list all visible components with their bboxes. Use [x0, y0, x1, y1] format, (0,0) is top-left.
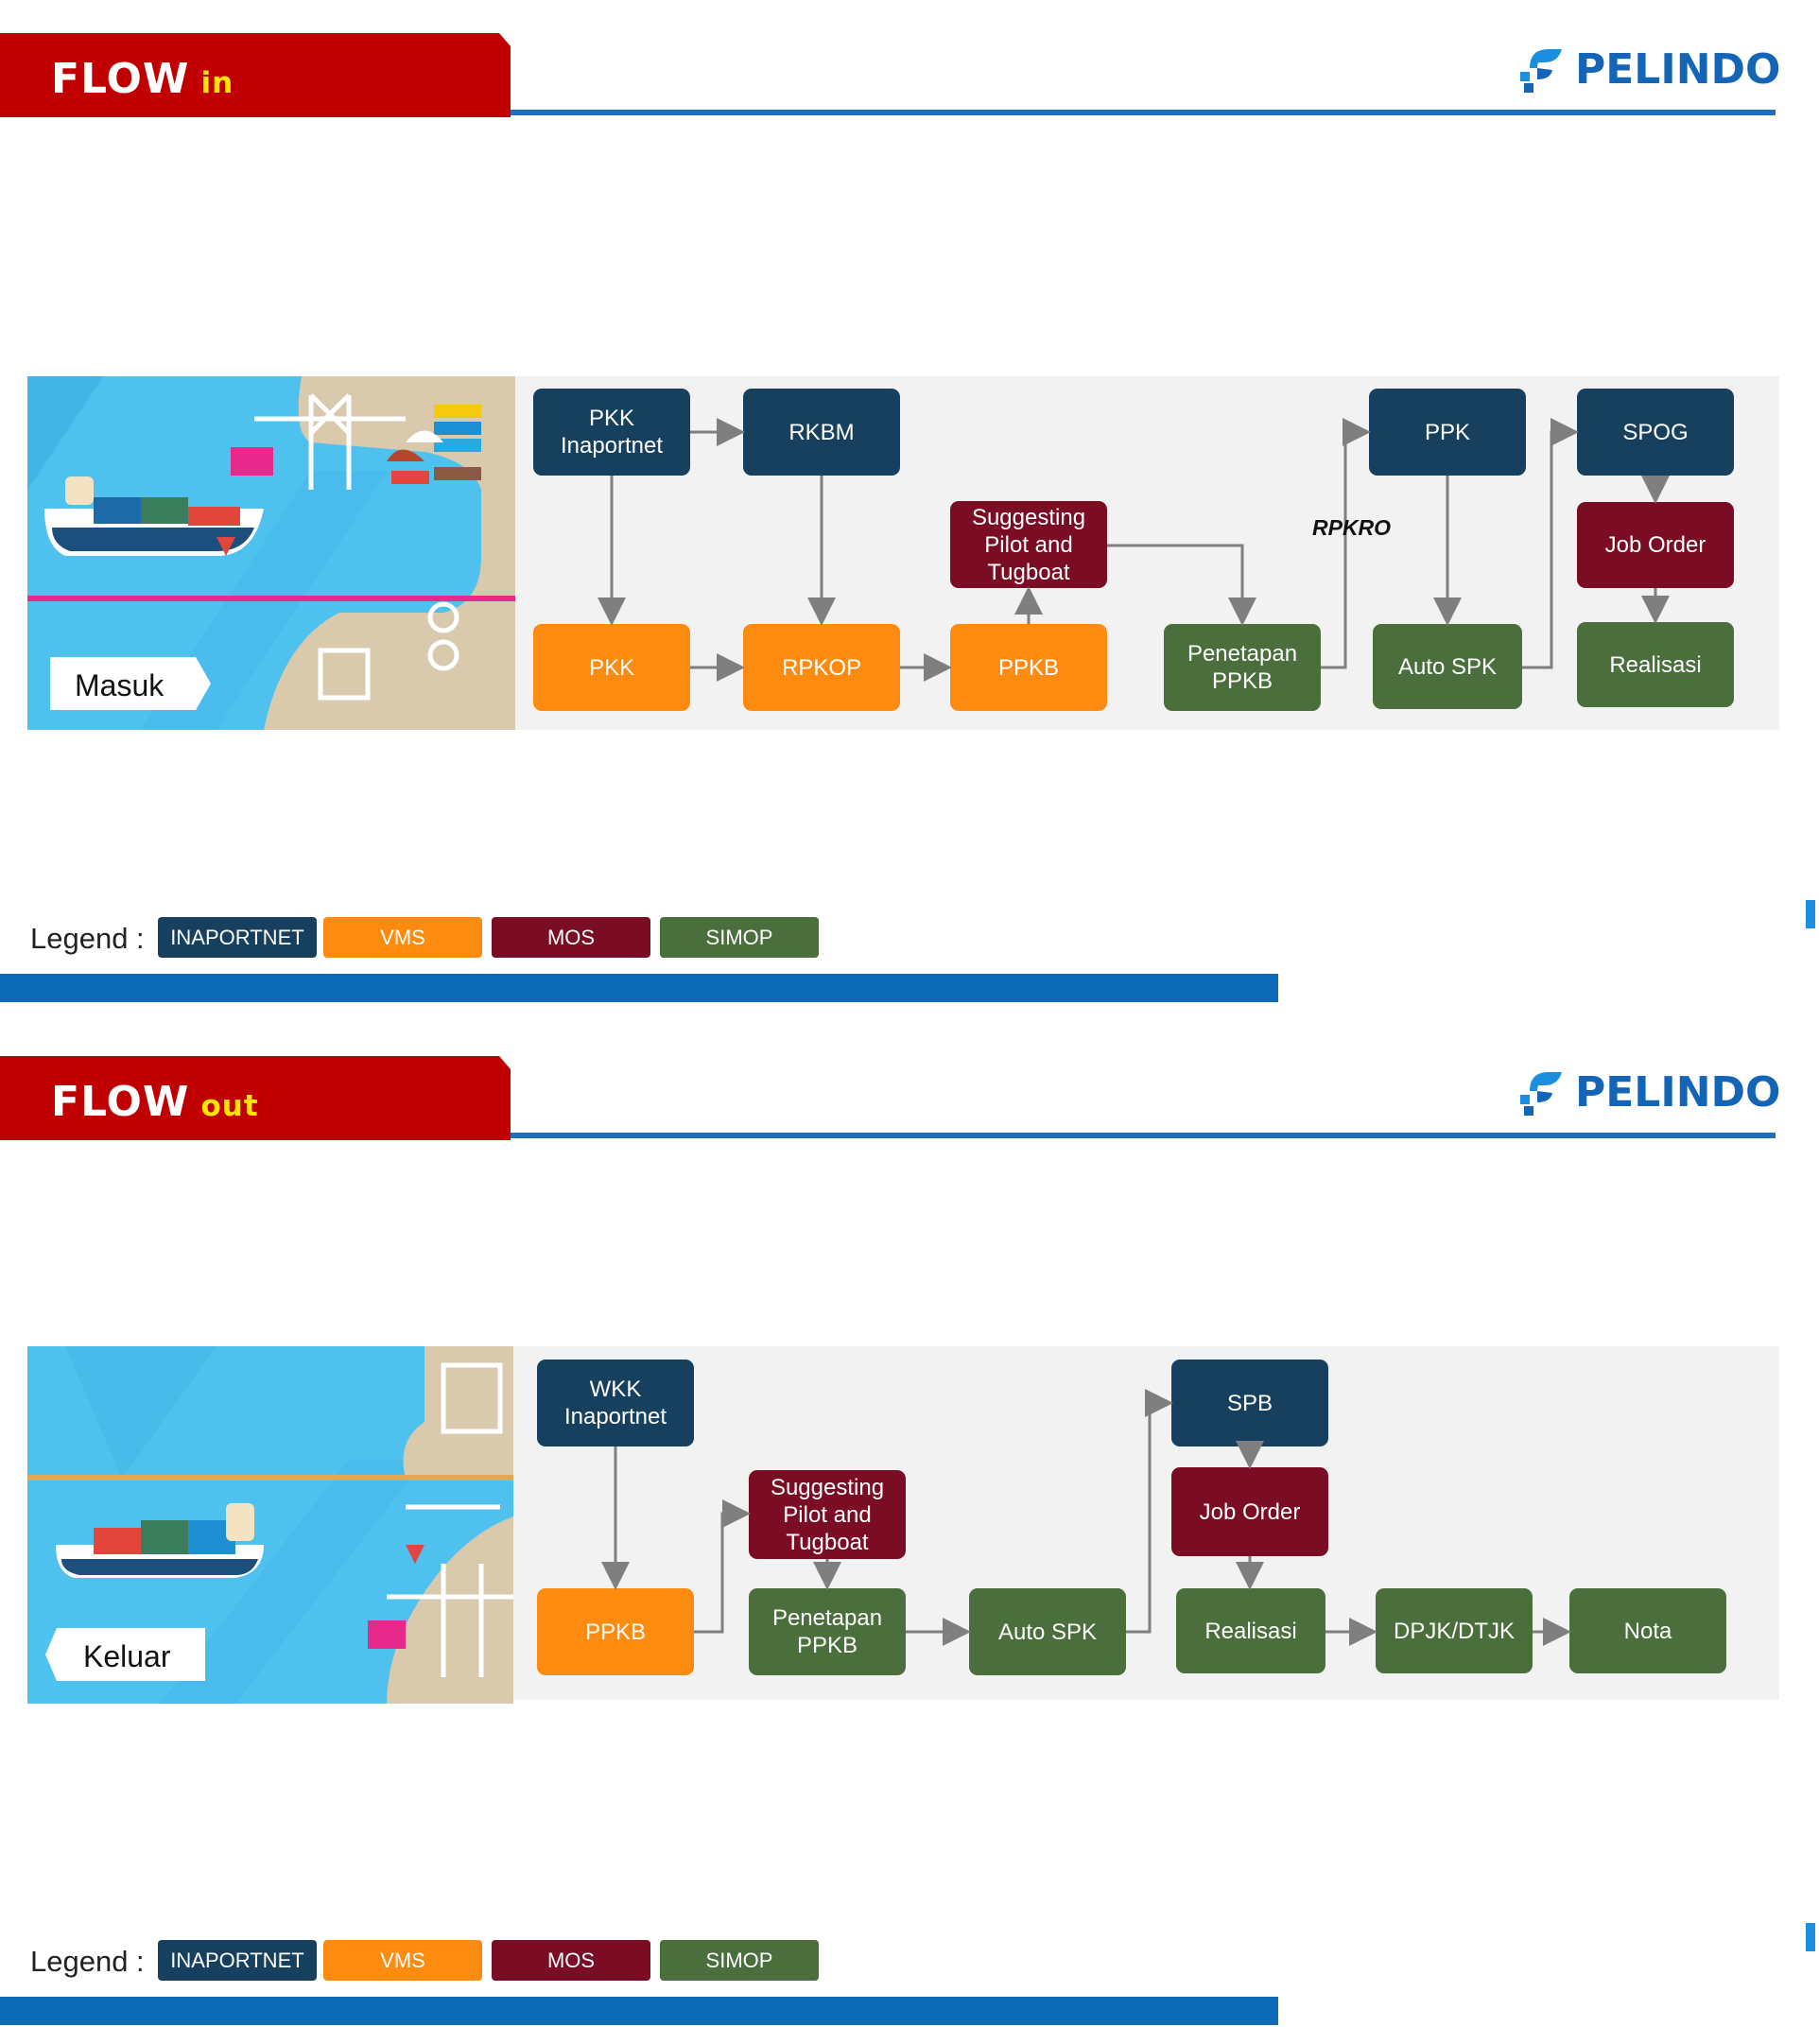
slide-title: FLOW in [51, 55, 234, 103]
title-suffix: in [200, 66, 234, 100]
chip-arrow-right [184, 657, 211, 710]
header-rule [511, 110, 1776, 115]
port-arrival-illustration [27, 376, 515, 730]
edge-suggesting-penetapan [1107, 544, 1256, 626]
legend-label: Legend : [30, 922, 145, 955]
bottom-bar [0, 974, 1278, 1002]
node-pkk: PKK [533, 624, 690, 711]
edge-penetapan-ppk [1321, 418, 1371, 669]
legend-label: Legend : [30, 1945, 145, 1978]
chip-arrow-left [45, 1628, 68, 1681]
header-rule [511, 1133, 1776, 1138]
node-suggesting-pilot-tugboat: Suggesting Pilot and Tugboat [749, 1470, 906, 1559]
legend-simop: SIMOP [660, 1940, 819, 1981]
node-realisasi: Realisasi [1577, 622, 1734, 707]
illustration-label: Keluar [83, 1639, 171, 1673]
flow-out-slide: FLOW out PELINDO Keluar [0, 1023, 1819, 2044]
node-penetapan-ppkb: Penetapan PPKB [749, 1588, 906, 1675]
node-rkbm: RKBM [743, 389, 900, 476]
node-job-order: Job Order [1171, 1467, 1328, 1556]
node-auto-spk: Auto SPK [969, 1588, 1126, 1675]
node-spog: SPOG [1577, 389, 1734, 476]
node-ppk: PPK [1369, 389, 1526, 476]
node-pkk-inaportnet: PKK Inaportnet [533, 389, 690, 476]
title-banner [0, 33, 511, 117]
pelindo-logo: PELINDO [1516, 42, 1780, 96]
illustration-label: Masuk [75, 668, 165, 702]
pelindo-logo: PELINDO [1516, 1065, 1780, 1119]
title-suffix: out [200, 1089, 259, 1123]
edge-auto-spk-spb [1126, 1389, 1173, 1634]
pelindo-logo-icon [1520, 49, 1562, 93]
flow-in-connectors [598, 418, 1670, 682]
side-marker [1806, 900, 1815, 928]
legend-mos: MOS [492, 1940, 650, 1981]
legend-simop: SIMOP [660, 917, 819, 958]
illustration-label-chip: Masuk [50, 657, 192, 710]
edge-auto-spk-spog [1522, 418, 1579, 669]
node-job-order: Job Order [1577, 502, 1734, 588]
node-rpkop: RPKOP [743, 624, 900, 711]
legend-inaportnet: INAPORTNET [158, 1940, 317, 1981]
edge-label-rpkro: RPKRO [1312, 515, 1392, 540]
node-suggesting-pilot-tugboat: Suggesting Pilot and Tugboat [950, 501, 1107, 588]
node-dpjk-dtjk: DPJK/DTJK [1376, 1588, 1533, 1673]
node-realisasi: Realisasi [1176, 1588, 1325, 1673]
flow-out-connectors [601, 1389, 1571, 1646]
node-spb: SPB [1171, 1360, 1328, 1446]
side-marker [1806, 1923, 1815, 1951]
pelindo-logo-icon [1520, 1072, 1562, 1116]
legend-mos: MOS [492, 917, 650, 958]
illustration-label-chip: Keluar [66, 1628, 205, 1681]
node-wkk-inaportnet: WKK Inaportnet [537, 1360, 694, 1446]
bottom-bar [0, 1997, 1278, 2025]
edge-ppkb-suggesting [694, 1499, 751, 1634]
node-ppkb: PPKB [950, 624, 1107, 711]
logo-wordmark: PELINDO [1575, 45, 1781, 94]
legend-vms: VMS [323, 1940, 482, 1981]
legend-inaportnet: INAPORTNET [158, 917, 317, 958]
node-ppkb: PPKB [537, 1588, 694, 1675]
logo-wordmark: PELINDO [1575, 1068, 1781, 1117]
legend-vms: VMS [323, 917, 482, 958]
flow-in-slide: FLOW in PELINDO [0, 0, 1819, 1021]
node-penetapan-ppkb: Penetapan PPKB [1164, 624, 1321, 711]
title-banner [0, 1056, 511, 1140]
node-auto-spk: Auto SPK [1373, 624, 1522, 709]
slide-title: FLOW out [51, 1078, 259, 1126]
node-nota: Nota [1569, 1588, 1726, 1673]
